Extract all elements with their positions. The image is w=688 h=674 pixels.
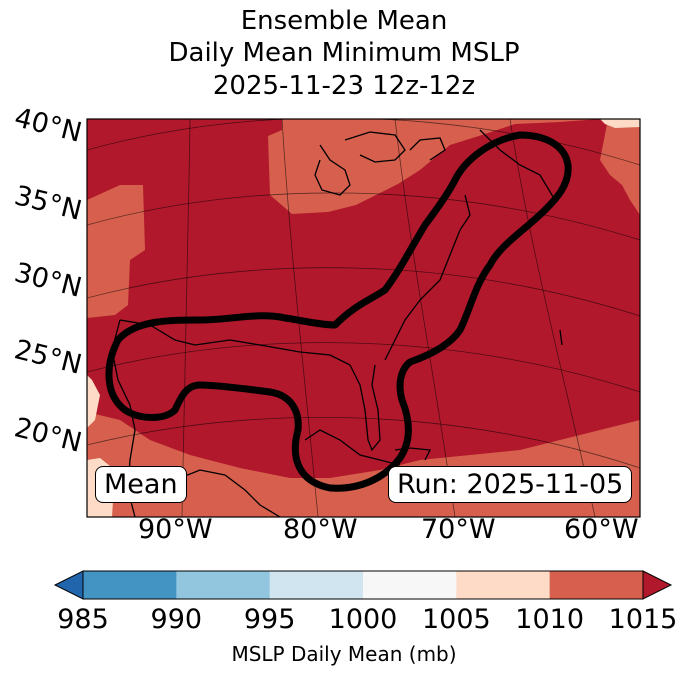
colorbar-segment <box>363 571 457 599</box>
mean-label: Mean <box>95 466 187 503</box>
colorbar-segment <box>549 571 644 599</box>
pressure-region-left <box>87 119 145 318</box>
map-frame <box>86 118 641 518</box>
title-line-1: Ensemble Mean <box>240 6 448 36</box>
pressure-region-upper-left <box>87 119 282 185</box>
colorbar-segment <box>456 571 551 599</box>
colorbar-segment <box>83 571 177 599</box>
graticule <box>87 119 640 517</box>
colorbar-segment <box>269 571 364 599</box>
contour-outline <box>105 131 572 492</box>
title-line-3: 2025-11-23 12z-12z <box>212 71 476 101</box>
colorbar-tick-label: 1000 <box>328 604 398 635</box>
lon-label-60w: 60°W <box>564 514 639 545</box>
colorbar-label: MSLP Daily Mean (mb) <box>231 642 457 666</box>
pressure-band-1005-1010 <box>87 375 100 428</box>
colorbar <box>53 570 673 600</box>
colorbar-segment <box>176 571 271 599</box>
run-date-label: Run: 2025-11-05 <box>388 466 633 503</box>
colorbar-tick-label: 995 <box>243 604 296 635</box>
pressure-band-1005-1010-ne <box>600 119 640 128</box>
lon-label-90w: 90°W <box>138 514 213 545</box>
colorbar-tick-label: 985 <box>57 604 109 635</box>
colorbar-tick-label: 1005 <box>421 604 491 635</box>
colorbar-tick-label: 1010 <box>515 604 585 635</box>
colorbar-tick-label: 990 <box>150 604 203 635</box>
colorbar-extend-low <box>53 570 84 600</box>
lon-label-80w: 80°W <box>283 514 358 545</box>
map-area <box>87 119 640 517</box>
colorbar-extend-high <box>642 570 673 600</box>
lon-label-70w: 70°W <box>421 514 496 545</box>
title-line-2: Daily Mean Minimum MSLP <box>168 38 520 68</box>
colorbar-tick-label: 1015 <box>608 604 678 635</box>
colorbar-frame <box>82 570 644 600</box>
